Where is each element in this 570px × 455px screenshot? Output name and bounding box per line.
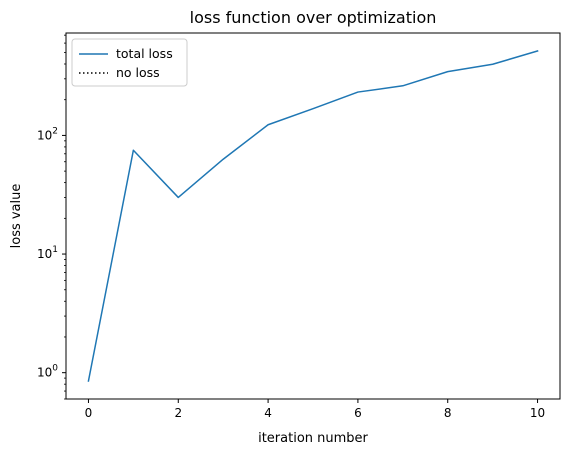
y-tick-base: 10: [37, 366, 52, 380]
y-tick-label: 100: [37, 364, 58, 380]
y-tick-exponent: 2: [52, 126, 58, 136]
y-axis-label: loss value: [9, 184, 24, 249]
x-tick-label: 6: [354, 406, 362, 420]
x-axis-label: iteration number: [258, 431, 368, 446]
legend-label-no-loss: no loss: [116, 65, 160, 80]
x-axis-ticks: 0 2 4 6 8 10: [85, 399, 545, 420]
legend-box: [71, 38, 188, 87]
series-layer: [87, 50, 539, 382]
chart-title: loss function over optimization: [190, 8, 437, 27]
x-tick-label: 4: [264, 406, 272, 420]
y-tick-exponent: 1: [52, 245, 58, 255]
series-line-0: [87, 50, 539, 382]
y-tick-label: 102: [37, 126, 58, 142]
x-tick-label: 0: [85, 406, 93, 420]
legend: total loss no loss: [71, 38, 188, 87]
y-tick-base: 10: [37, 128, 52, 142]
x-tick-label: 10: [530, 406, 545, 420]
y-tick-base: 10: [37, 247, 52, 261]
plot-frame: [65, 32, 561, 400]
x-tick-label: 2: [174, 406, 182, 420]
y-tick-exponent: 0: [52, 364, 58, 374]
legend-label-total-loss: total loss: [116, 46, 173, 61]
y-tick-label: 101: [37, 245, 58, 261]
x-tick-label: 8: [444, 406, 452, 420]
